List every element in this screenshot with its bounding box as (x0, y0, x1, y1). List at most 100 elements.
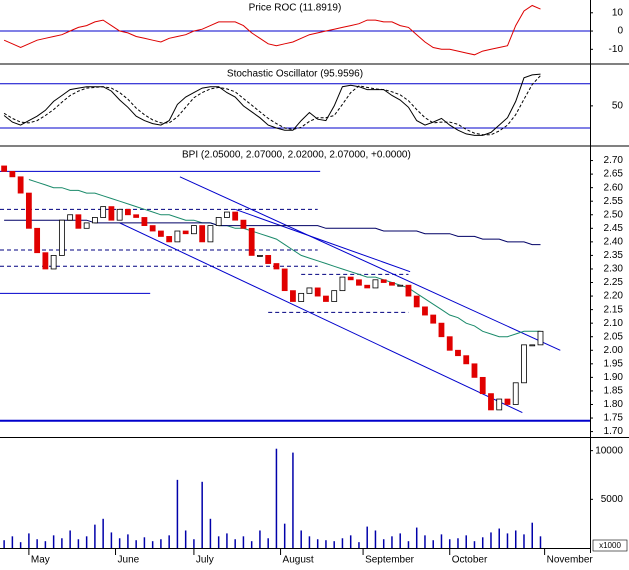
volume-bar (424, 535, 426, 548)
series-line (3, 4, 541, 56)
volume-bar (539, 536, 542, 548)
candle (488, 393, 494, 411)
candle (298, 292, 305, 302)
volume-bar (193, 539, 195, 548)
candle (174, 230, 181, 243)
volume-bar (28, 533, 30, 548)
y-tick-label: 2.55 (604, 196, 624, 207)
volume-bar (184, 530, 187, 548)
volume-bar (110, 532, 113, 548)
volume-bar (151, 541, 154, 548)
volume-bar (275, 448, 278, 548)
y-tick-label: 1.80 (604, 399, 624, 410)
y-tick-label: 1.85 (604, 386, 624, 397)
volume-bar (36, 539, 38, 548)
y-tick-label: 1.75 (604, 413, 624, 424)
y-tick-label: 2.05 (604, 331, 624, 342)
volume-bar (135, 540, 137, 548)
candle (34, 227, 41, 254)
candle (1, 165, 8, 172)
volume-bar (242, 536, 245, 548)
y-tick-label: 1.90 (604, 372, 624, 383)
candle (265, 255, 272, 264)
volume-bar (432, 540, 434, 548)
volume-bar (94, 524, 96, 548)
candle (25, 192, 32, 229)
y-tick-label: 2.00 (604, 345, 624, 356)
y-tick-label: 50 (612, 101, 624, 112)
candle (133, 214, 140, 218)
x-tick-label: August (283, 555, 314, 565)
volume-bar (333, 541, 335, 548)
volume-bar (143, 537, 146, 548)
volume-bar (61, 538, 63, 548)
candle (463, 355, 470, 365)
candle (158, 230, 164, 237)
y-tick-label: 10 (612, 7, 624, 18)
candle (207, 225, 214, 243)
x-tick-label: October (452, 555, 488, 565)
candle (405, 284, 412, 297)
annotation-line (179, 176, 561, 351)
volume-bar (358, 542, 360, 548)
candle (248, 227, 255, 256)
x-tick-label: May (31, 555, 50, 565)
candle (397, 284, 404, 287)
volume-bar (201, 481, 203, 548)
candle (17, 176, 24, 194)
y-tick-label: 10000 (595, 445, 623, 456)
volume-bar (217, 536, 220, 548)
volume-bar (102, 518, 104, 548)
volume-bar (259, 530, 261, 548)
candle (224, 211, 230, 218)
candle (430, 314, 437, 324)
volume-bar (209, 518, 212, 548)
x-tick-label: September (365, 555, 415, 565)
y-tick-label: 2.70 (604, 155, 624, 166)
y-tick-label: 2.35 (604, 250, 624, 261)
volume-bar (523, 534, 525, 548)
candle (75, 214, 82, 229)
volume-bar (440, 534, 443, 548)
candle (471, 363, 478, 378)
volume-bar (506, 533, 509, 548)
volume-bar (168, 535, 170, 548)
candle (389, 282, 395, 286)
y-tick-label: 2.65 (604, 169, 624, 180)
candle (479, 376, 486, 395)
candle (372, 279, 379, 289)
candle (240, 219, 247, 229)
candle (504, 398, 511, 405)
volume-bar (69, 530, 71, 548)
roc-title: Price ROC (11.8919) (249, 3, 342, 14)
candle (141, 217, 148, 226)
y-tick-label: 2.45 (604, 223, 624, 234)
candle (413, 295, 420, 308)
candle (537, 330, 544, 346)
volume-bar (44, 541, 47, 548)
y-tick-label: 1.70 (604, 426, 624, 437)
volume-bar (19, 542, 22, 548)
unit-box (592, 539, 628, 552)
volume-bar (457, 538, 459, 548)
y-tick-label: 5000 (601, 494, 624, 505)
y-tick-label: 2.20 (604, 291, 624, 302)
x-tick-label: June (118, 555, 140, 565)
candle (339, 276, 346, 292)
candle (455, 349, 461, 357)
stochastic-title: Stochastic Oscillator (95.9596) (227, 69, 363, 80)
volume-bar (415, 527, 418, 548)
y-tick-label: 2.30 (604, 264, 624, 275)
candle (529, 344, 536, 347)
candle (58, 219, 65, 256)
y-tick-label: 2.10 (604, 318, 624, 329)
candle (347, 276, 354, 281)
candle (50, 255, 57, 270)
candle (91, 217, 98, 224)
y-tick-label: -10 (609, 44, 624, 55)
candle (67, 214, 74, 221)
series-line (28, 179, 541, 338)
volume-bar (11, 536, 14, 548)
